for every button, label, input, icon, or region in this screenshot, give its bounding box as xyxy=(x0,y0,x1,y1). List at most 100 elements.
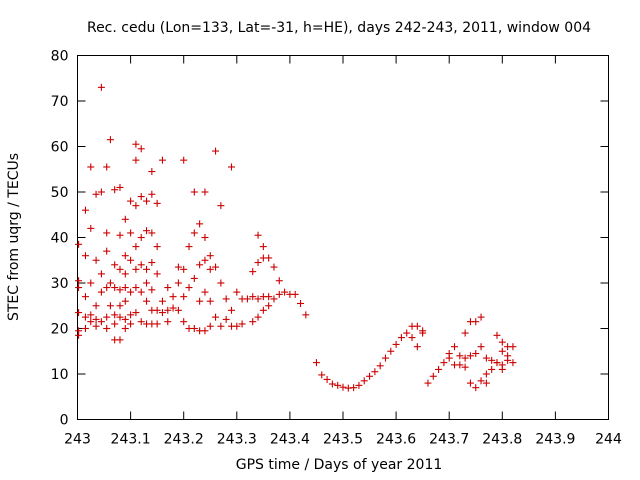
data-point xyxy=(127,320,135,328)
data-point xyxy=(97,188,105,196)
data-point xyxy=(201,256,209,264)
data-point xyxy=(339,383,347,391)
data-point xyxy=(227,306,235,314)
data-point xyxy=(97,318,105,326)
x-axis-ticks: 243 243.1 243.2 243.3 243.4 243.5 243.6 243.7 24… xyxy=(64,55,622,448)
data-point xyxy=(148,190,156,198)
data-point xyxy=(143,197,151,205)
data-point xyxy=(217,322,225,330)
data-point xyxy=(158,156,166,164)
data-point xyxy=(190,325,198,332)
data-point xyxy=(121,315,129,323)
data-point xyxy=(222,295,230,303)
data-point xyxy=(206,297,214,305)
data-point xyxy=(103,163,111,171)
data-point xyxy=(158,297,166,305)
data-point xyxy=(174,279,182,287)
data-point xyxy=(75,309,83,317)
data-points xyxy=(75,83,517,392)
data-point xyxy=(217,279,225,287)
data-point xyxy=(180,318,188,326)
data-point xyxy=(97,83,105,91)
data-point xyxy=(350,384,358,392)
data-point xyxy=(87,311,95,319)
data-point xyxy=(265,293,273,301)
data-point xyxy=(445,350,453,358)
data-point xyxy=(429,372,437,380)
data-point xyxy=(238,320,246,328)
data-point xyxy=(116,183,124,191)
data-point xyxy=(87,224,95,232)
data-point xyxy=(180,265,188,273)
data-point xyxy=(143,279,151,287)
data-point xyxy=(121,215,129,223)
data-point xyxy=(291,290,299,298)
data-point xyxy=(121,297,129,305)
x-tick-label: 243.9 xyxy=(535,432,575,448)
data-point xyxy=(413,343,421,351)
data-point xyxy=(201,327,209,335)
plot-frame xyxy=(77,55,609,420)
data-point xyxy=(132,140,140,148)
data-point xyxy=(323,375,331,383)
data-point xyxy=(111,186,119,194)
data-point xyxy=(116,265,124,273)
data-point xyxy=(424,379,432,387)
data-point xyxy=(81,252,89,260)
data-point xyxy=(498,338,506,346)
data-point xyxy=(461,363,469,371)
data-point xyxy=(440,359,448,367)
data-point xyxy=(249,268,257,276)
data-point xyxy=(169,293,177,301)
data-point xyxy=(201,188,209,196)
data-point xyxy=(328,380,336,388)
data-point xyxy=(275,290,283,298)
data-point xyxy=(249,318,257,326)
data-point xyxy=(217,202,225,210)
x-tick-label: 244 xyxy=(595,432,622,448)
data-point xyxy=(143,265,151,273)
data-point xyxy=(103,313,111,321)
data-point xyxy=(132,156,140,164)
data-point xyxy=(111,320,119,328)
data-point xyxy=(92,256,100,264)
data-point xyxy=(477,377,485,385)
y-tick-label: 0 xyxy=(60,413,69,429)
data-point xyxy=(376,362,384,370)
data-point xyxy=(196,261,204,269)
data-point xyxy=(355,381,363,389)
data-point xyxy=(472,384,480,392)
data-point xyxy=(153,199,161,207)
data-point xyxy=(81,313,89,321)
data-point xyxy=(265,302,273,310)
data-point xyxy=(360,377,368,385)
data-point xyxy=(153,243,161,251)
data-point xyxy=(466,379,474,387)
data-point xyxy=(81,325,89,332)
data-point xyxy=(190,188,198,196)
data-point xyxy=(106,279,114,287)
data-point xyxy=(121,325,129,332)
data-point xyxy=(254,313,262,321)
data-point xyxy=(174,263,182,271)
data-point xyxy=(504,356,512,364)
y-tick-label: 80 xyxy=(51,49,69,65)
data-point xyxy=(75,240,83,248)
data-point xyxy=(127,229,135,237)
data-point xyxy=(116,313,124,321)
data-point xyxy=(121,284,129,292)
data-point xyxy=(137,145,145,153)
data-point xyxy=(456,361,464,369)
data-point xyxy=(121,252,129,260)
y-axis-ticks: 0 10 20 30 40 50 60 70 80 xyxy=(51,49,609,429)
data-point xyxy=(132,284,140,292)
data-point xyxy=(148,286,156,294)
data-point xyxy=(111,311,119,319)
data-point xyxy=(103,247,111,255)
data-point xyxy=(164,318,172,326)
data-point xyxy=(92,322,100,330)
data-point xyxy=(477,313,485,321)
x-axis-label: GPS time / Days of year 2011 xyxy=(236,457,443,473)
x-tick-label: 243.2 xyxy=(164,432,204,448)
data-point xyxy=(127,197,135,205)
